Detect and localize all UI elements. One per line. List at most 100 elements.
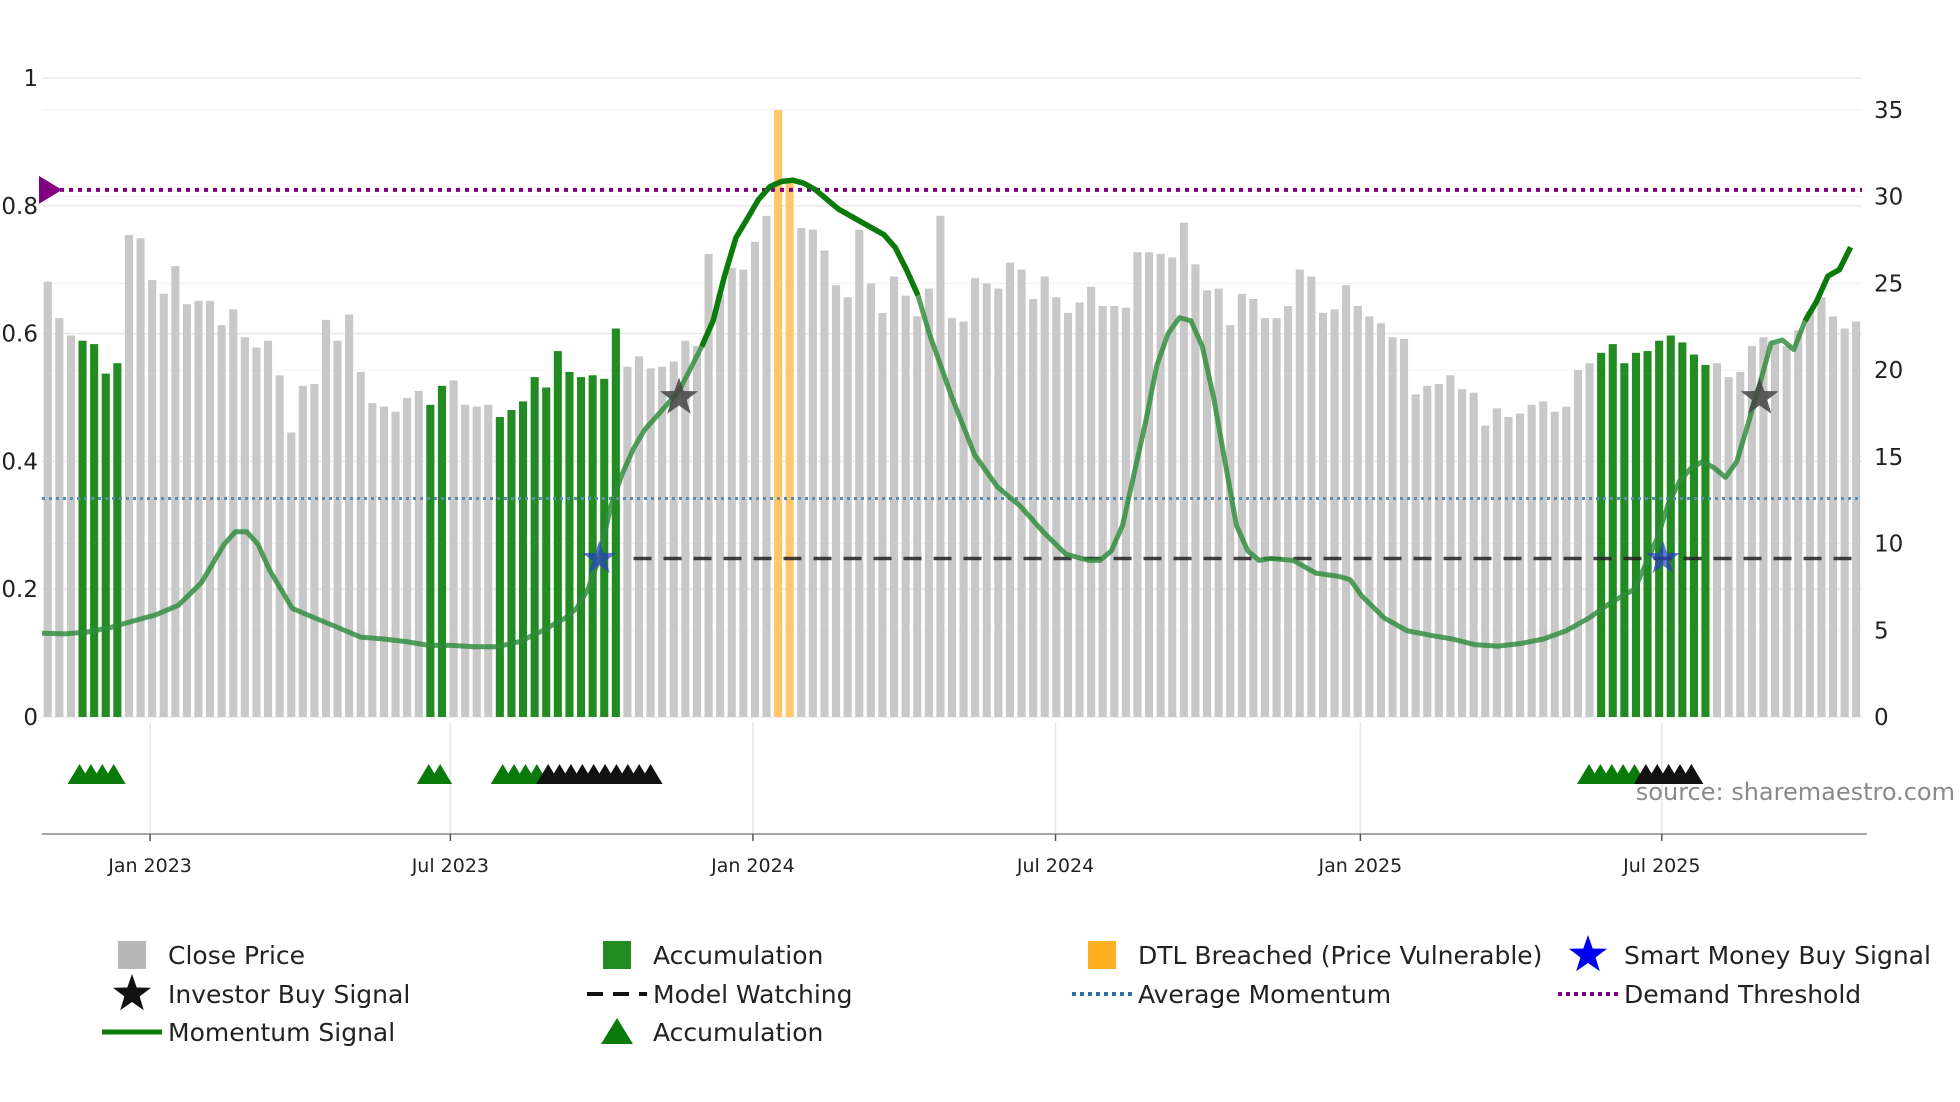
momentum-signal bbox=[41, 177, 1853, 650]
signal-stars bbox=[582, 377, 1779, 574]
close-price-bar bbox=[1318, 312, 1327, 717]
price-bars bbox=[43, 110, 1861, 718]
reference-lines bbox=[39, 175, 1862, 561]
legend-label: Smart Money Buy Signal bbox=[1624, 941, 1931, 970]
close-price-bar bbox=[924, 288, 933, 717]
model-watching-marker bbox=[1679, 764, 1704, 784]
close-price-bar bbox=[1168, 257, 1177, 717]
accumulation-bar bbox=[600, 378, 609, 717]
close-price-bar bbox=[1423, 385, 1432, 717]
accumulation-bar bbox=[1666, 335, 1675, 717]
legend-key-star bbox=[1569, 935, 1607, 972]
close-price-bar bbox=[1550, 411, 1559, 717]
close-price-bar bbox=[1214, 288, 1223, 717]
close-price-bar bbox=[1365, 316, 1374, 717]
close-price-bar bbox=[797, 227, 806, 717]
accumulation-bar bbox=[1631, 352, 1640, 717]
demand-threshold-marker bbox=[39, 175, 62, 204]
legend-label: Average Momentum bbox=[1138, 980, 1391, 1009]
legend-key-star bbox=[113, 974, 151, 1011]
close-price-bar bbox=[1179, 222, 1188, 717]
close-price-bar bbox=[901, 295, 910, 717]
close-price-bar bbox=[1284, 306, 1293, 717]
close-price-bar bbox=[982, 283, 991, 717]
close-price-bar bbox=[1724, 377, 1733, 717]
accumulation-bar bbox=[553, 351, 562, 717]
legend-key-square bbox=[603, 941, 631, 969]
close-price-bar bbox=[1376, 323, 1385, 717]
close-price-bar bbox=[704, 253, 713, 717]
close-price-bar bbox=[1191, 264, 1200, 717]
investor-buy-signal-star bbox=[1740, 377, 1779, 414]
accumulation-bar bbox=[611, 328, 620, 717]
close-price-bar bbox=[913, 316, 922, 717]
right-tick-label: 35 bbox=[1874, 98, 1903, 124]
accumulation-bar bbox=[1608, 344, 1617, 717]
accumulation-bar bbox=[1689, 354, 1698, 717]
close-price-bar bbox=[1492, 408, 1501, 717]
close-price-bar bbox=[866, 283, 875, 717]
close-price-bar bbox=[1400, 338, 1409, 717]
close-price-bar bbox=[1295, 269, 1304, 717]
close-price-bar bbox=[484, 404, 493, 717]
close-price-bar bbox=[878, 312, 887, 717]
x-tick-label: Jul 2024 bbox=[1016, 855, 1094, 877]
close-price-bar bbox=[727, 267, 736, 717]
source-label: source: sharemaestro.com bbox=[1636, 778, 1955, 806]
smart-money-buy-signal-star bbox=[1645, 540, 1681, 574]
close-price-bar bbox=[66, 335, 75, 717]
close-price-bar bbox=[1805, 311, 1814, 717]
legend-label: Investor Buy Signal bbox=[168, 980, 410, 1009]
close-price-bar bbox=[1771, 344, 1780, 717]
close-price-bar bbox=[1063, 312, 1072, 717]
close-price-bar bbox=[634, 356, 643, 717]
accumulation-bar bbox=[113, 363, 122, 717]
close-price-bar bbox=[832, 285, 841, 717]
accumulation-bar bbox=[437, 385, 446, 717]
accumulation-bar bbox=[577, 377, 586, 717]
momentum-signal-line bbox=[41, 177, 1854, 650]
close-price-bar bbox=[890, 276, 899, 717]
close-price-bar bbox=[264, 340, 273, 717]
close-price-bar bbox=[229, 309, 238, 717]
close-price-bar bbox=[310, 384, 319, 717]
close-price-bar bbox=[298, 385, 307, 717]
left-tick-label: 0.2 bbox=[1, 577, 38, 603]
close-price-bar bbox=[994, 288, 1003, 717]
legend-label: Demand Threshold bbox=[1624, 980, 1861, 1009]
accumulation-bar bbox=[90, 344, 99, 717]
accumulation-bar bbox=[78, 340, 87, 717]
close-price-bar bbox=[1446, 375, 1455, 717]
close-price-bar bbox=[1005, 262, 1014, 717]
close-price-bar bbox=[240, 337, 249, 717]
close-price-bar bbox=[194, 300, 203, 717]
close-price-bar bbox=[182, 304, 191, 717]
close-price-bar bbox=[1573, 370, 1582, 717]
accumulation-bar bbox=[495, 417, 504, 717]
x-tick-label: Jan 2025 bbox=[1318, 855, 1403, 877]
legend-key-square bbox=[1088, 941, 1116, 969]
close-price-bar bbox=[1782, 345, 1791, 717]
accumulation-bar bbox=[519, 401, 528, 717]
close-price-bar bbox=[136, 238, 145, 718]
right-tick-label: 20 bbox=[1874, 358, 1903, 384]
close-price-bar bbox=[658, 366, 667, 717]
close-price-bar bbox=[843, 297, 852, 717]
close-price-bar bbox=[820, 250, 829, 717]
close-price-bar bbox=[1133, 252, 1142, 717]
close-price-bar bbox=[739, 269, 748, 717]
accumulation-bar bbox=[542, 387, 551, 717]
close-price-bar bbox=[1516, 413, 1525, 717]
close-price-bar bbox=[959, 321, 968, 717]
accumulation-bar bbox=[507, 410, 516, 717]
legend-key-square bbox=[118, 941, 146, 969]
close-price-bar bbox=[1469, 392, 1478, 717]
close-price-bar bbox=[1388, 337, 1397, 717]
close-price-bar bbox=[1260, 318, 1269, 717]
close-price-bar bbox=[148, 280, 157, 717]
close-price-bar bbox=[1272, 318, 1281, 717]
close-price-bar bbox=[1156, 253, 1165, 717]
left-tick-label: 0.8 bbox=[1, 194, 38, 220]
x-tick-label: Jan 2024 bbox=[710, 855, 795, 877]
accumulation-bar bbox=[1620, 363, 1629, 717]
